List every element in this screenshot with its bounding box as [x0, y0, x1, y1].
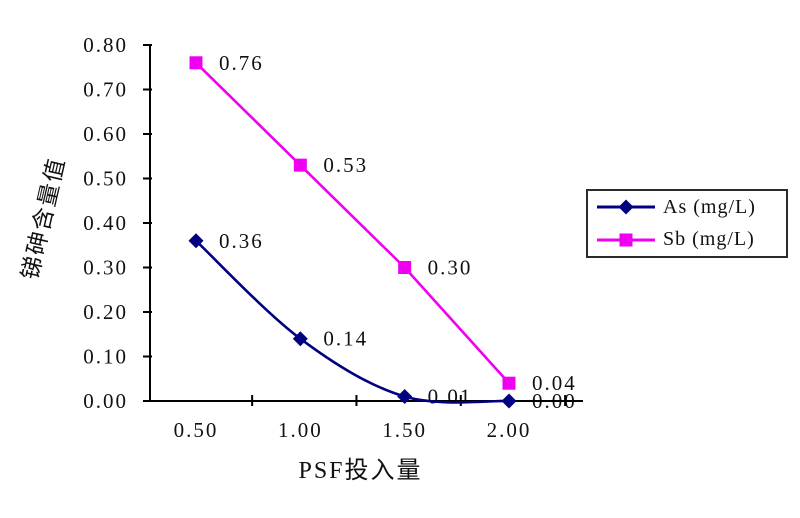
data-label-as-1.00: 0.14 — [323, 327, 368, 351]
y-tick-label: 0.20 — [83, 300, 128, 324]
x-tick-label: 0.50 — [174, 418, 219, 442]
legend-item-as: As (mg/L) — [588, 191, 786, 224]
y-tick-label: 0.60 — [83, 122, 128, 146]
data-label-sb-1.50: 0.30 — [428, 256, 473, 280]
data-label-sb-2.00: 0.04 — [532, 371, 577, 395]
diamond-marker — [292, 331, 308, 347]
y-tick-label: 0.80 — [83, 33, 128, 57]
legend: As (mg/L) Sb (mg/L) — [586, 189, 788, 258]
square-marker — [398, 261, 412, 274]
y-tick-label: 0.50 — [83, 167, 128, 191]
legend-label-sb: Sb (mg/L) — [663, 228, 755, 251]
y-tick-label: 0.40 — [83, 211, 128, 235]
y-tick-label: 0.30 — [83, 256, 128, 280]
series-sb — [189, 56, 516, 390]
legend-label-as: As (mg/L) — [663, 195, 756, 218]
data-label-as-1.50: 0.01 — [428, 385, 473, 409]
as-series-swatch-icon — [597, 199, 655, 215]
diamond-marker — [188, 233, 204, 249]
y-axis-title: 锑砷含量值 — [17, 155, 69, 282]
data-label-sb-1.00: 0.53 — [323, 153, 368, 177]
legend-square-marker-icon — [619, 233, 633, 247]
y-tick-label: 0.10 — [83, 345, 128, 369]
legend-item-sb: Sb (mg/L) — [588, 224, 786, 257]
x-tick-label: 2.00 — [487, 418, 532, 442]
x-tick-label: 1.00 — [278, 418, 323, 442]
legend-diamond-marker-icon — [618, 199, 634, 215]
data-label-sb-0.50: 0.76 — [219, 51, 264, 75]
square-marker — [502, 376, 516, 390]
series-line — [195, 239, 510, 404]
y-tick-label: 0.00 — [83, 389, 128, 413]
data-label-as-0.50: 0.36 — [219, 229, 264, 253]
square-marker — [189, 56, 203, 70]
diamond-marker — [501, 393, 517, 409]
series-as — [188, 233, 517, 409]
x-axis-title: PSF投入量 — [298, 457, 422, 484]
sb-series-swatch-icon — [597, 233, 655, 247]
y-tick-label: 0.70 — [83, 78, 128, 102]
series-line — [195, 61, 510, 385]
square-marker — [293, 158, 307, 172]
diamond-marker — [397, 389, 413, 405]
x-tick-label: 1.50 — [382, 418, 427, 442]
